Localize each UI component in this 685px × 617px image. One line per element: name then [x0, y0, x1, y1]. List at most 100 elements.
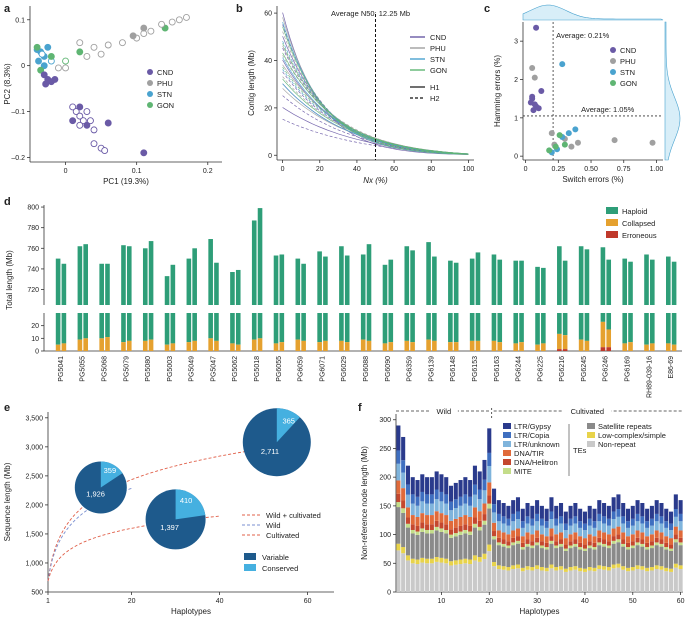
- bar-collapsed: [519, 342, 524, 351]
- bar-segment-ltr_unknown: [501, 523, 506, 533]
- bar-segment-nonrepeat: [530, 570, 535, 592]
- bar-collapsed: [323, 340, 328, 351]
- bar-segment-mite: [597, 542, 602, 546]
- bar-segment-copia: [587, 518, 592, 526]
- y-tick-label: 250: [379, 446, 391, 453]
- x-tick-label: PG6163: [494, 356, 501, 382]
- bar-segment-copia: [592, 521, 597, 528]
- x-tick-label: 40: [216, 598, 224, 605]
- bar-segment-ltr_unknown: [444, 503, 449, 516]
- bar-segment-ltr_unknown: [558, 523, 564, 533]
- bar-segment-nonrepeat: [492, 566, 497, 592]
- bar-collapsed: [61, 343, 67, 351]
- bar-haploid: [366, 313, 372, 341]
- bar-haploid: [214, 262, 219, 305]
- bar-segment-ltr_unknown: [549, 519, 554, 529]
- bar-segment-lowcomplex: [511, 565, 516, 570]
- bar-segment-gypsy: [511, 500, 516, 514]
- bar-segment-tir: [678, 530, 683, 538]
- bar-segment-helitron: [578, 542, 583, 548]
- data-point-stn: [44, 43, 52, 51]
- curve-gon: [282, 43, 469, 155]
- data-point-stn: [565, 130, 572, 137]
- bar-segment-copia: [477, 489, 482, 500]
- bar-segment-nonrepeat: [621, 569, 626, 592]
- bar-segment-lowcomplex: [654, 565, 659, 570]
- bar-segment-lowcomplex: [673, 563, 678, 568]
- bar-haploid: [186, 313, 192, 343]
- bar-segment-tir: [587, 534, 592, 542]
- bar-segment-satellite: [530, 548, 535, 568]
- bar-segment-nonrepeat: [659, 569, 664, 592]
- wild-label-bg: [429, 405, 458, 416]
- bar-segment-satellite: [649, 548, 654, 568]
- x-tick-label: 1.00: [650, 166, 664, 173]
- x-tick-label: 80: [427, 166, 435, 173]
- data-point-phu: [140, 24, 148, 32]
- data-point-phu: [168, 18, 176, 26]
- bar-segment-satellite: [621, 546, 626, 567]
- x-tick-label: PG5003: [167, 356, 174, 382]
- bar-collapsed: [606, 329, 612, 348]
- bar-segment-helitron: [410, 524, 415, 530]
- bar-segment-nonrepeat: [630, 570, 635, 592]
- x-tick-label: 20: [128, 598, 136, 605]
- bar-segment-tir: [434, 511, 439, 521]
- bar-segment-lowcomplex: [611, 564, 616, 569]
- bar-haploid: [557, 313, 562, 334]
- bar-segment-gypsy: [578, 508, 583, 522]
- bar-segment-copia: [640, 516, 645, 524]
- legend-label-te: LTR/unknown: [514, 440, 560, 449]
- pie-conserved: [175, 489, 206, 520]
- bar-segment-satellite: [582, 551, 587, 569]
- bar-haploid: [578, 246, 584, 305]
- bar-segment-nonrepeat: [477, 561, 482, 592]
- data-point-gon: [47, 53, 55, 60]
- bar-segment-gypsy: [587, 505, 592, 519]
- bar-haploid: [230, 313, 235, 344]
- x-tick-label: 100: [463, 166, 475, 173]
- legend-label-te: DNA/Helitron: [514, 458, 558, 467]
- data-point-stn: [40, 62, 48, 70]
- y-tick-label: 300: [379, 417, 391, 424]
- x-tick-label: PG6169: [625, 356, 632, 382]
- bar-segment-nonrepeat: [453, 564, 458, 592]
- bar-segment-gypsy: [487, 428, 492, 453]
- bar-segment-lowcomplex: [539, 567, 544, 571]
- bar-collapsed: [121, 342, 126, 351]
- bar-segment-mite: [405, 523, 410, 528]
- bar-segment-gypsy: [425, 477, 430, 495]
- bar-segment-ltr_unknown: [649, 525, 654, 535]
- top-density: [522, 4, 664, 21]
- bar-segment-ltr_unknown: [606, 525, 611, 535]
- data-point-cnd: [90, 126, 98, 134]
- bar-segment-helitron: [405, 517, 410, 524]
- bar-segment-gypsy: [654, 500, 659, 514]
- bar-haploid: [535, 266, 540, 305]
- x-tick-label: PG6059: [298, 356, 305, 382]
- bar-segment-mite: [573, 543, 578, 547]
- bar-segment-copia: [448, 501, 454, 511]
- bar-segment-satellite: [429, 533, 434, 559]
- bar-segment-ltr_unknown: [477, 499, 482, 512]
- bar-segment-satellite: [482, 524, 487, 554]
- bar-segment-copia: [578, 521, 583, 528]
- bar-segment-satellite: [635, 545, 640, 566]
- y-tick-label: 1,500: [25, 531, 43, 538]
- x-tick-label: PG6216: [559, 356, 566, 382]
- legend-marker-phu: [147, 80, 153, 86]
- bar-segment-helitron: [487, 495, 492, 504]
- bar-haploid: [469, 313, 475, 341]
- bar-segment-ltr_unknown: [520, 527, 525, 537]
- bar-segment-tir: [463, 515, 468, 525]
- data-point-cnd: [40, 71, 48, 79]
- x-tick-label: PG6071: [319, 356, 326, 382]
- pie-conserved-label: 359: [104, 466, 117, 475]
- x-tick-label: PG5047: [210, 356, 217, 382]
- te-label: TEs: [573, 446, 587, 455]
- bar-segment-helitron: [640, 539, 645, 544]
- non-reference-node-chart: 0 50 100 150 200 250 300 10 20 30 40 50 60 Haplotypes…: [360, 405, 685, 616]
- bar-collapsed: [279, 342, 285, 351]
- bar-segment-copia: [496, 513, 501, 522]
- bar-segment-copia: [669, 523, 674, 531]
